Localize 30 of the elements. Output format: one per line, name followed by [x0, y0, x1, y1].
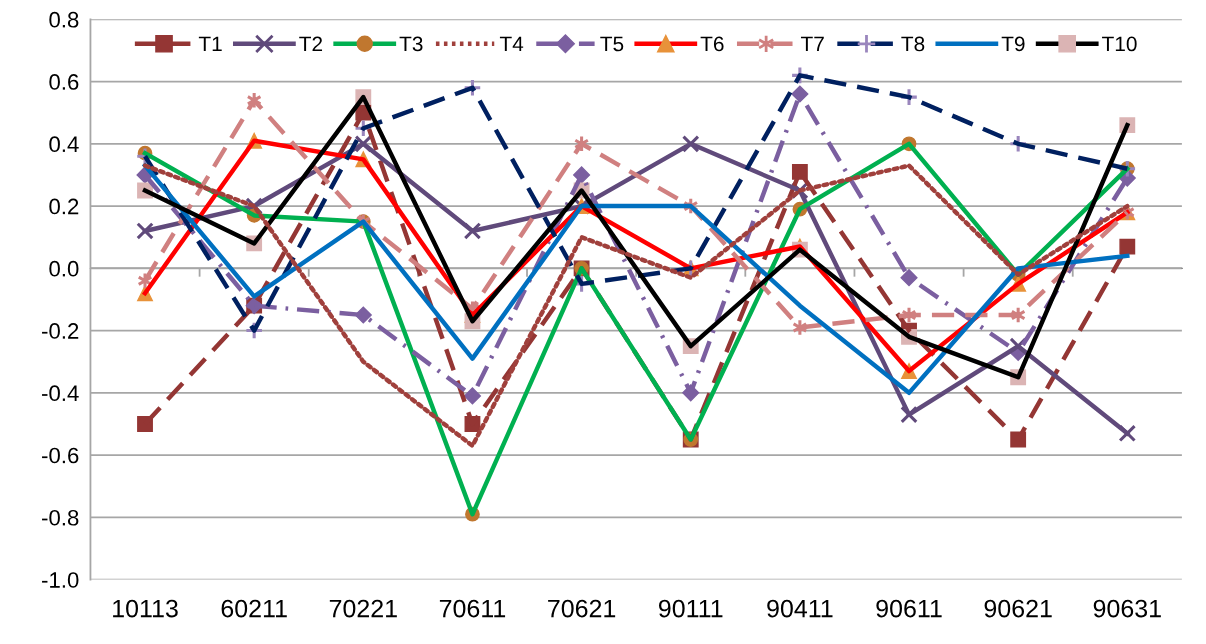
x-tick-label: 90111	[659, 599, 723, 618]
legend-label: T9	[1001, 36, 1025, 52]
legend-label: T3	[399, 36, 423, 52]
y-tick-label: 0.4	[49, 136, 79, 153]
x-tick-label: 60211	[221, 599, 287, 618]
y-tick-label: -0.6	[42, 447, 79, 464]
x-tick-label: 70221	[329, 599, 397, 618]
legend-label: T10	[1102, 36, 1137, 52]
y-tick-label: -0.8	[42, 509, 79, 526]
y-tick-label: 0.6	[49, 74, 79, 90]
x-tick-label: 90631	[1093, 599, 1161, 618]
y-tick-label: -1.0	[42, 572, 79, 588]
legend-label: T2	[299, 36, 323, 52]
legend-label: T8	[901, 36, 925, 52]
y-tick-label: 0.2	[49, 198, 79, 215]
y-tick-label: 0.0	[49, 260, 79, 277]
y-tick-label: 0.8	[49, 11, 79, 28]
x-tick-label: 90611	[876, 599, 942, 618]
legend-label: T6	[700, 36, 724, 52]
legend-label: T4	[499, 36, 524, 52]
legend-label: T5	[600, 36, 624, 52]
x-tick-label: 90621	[984, 599, 1052, 618]
y-tick-label: -0.2	[42, 323, 79, 339]
x-tick-label: 10113	[113, 599, 178, 618]
x-tick-label: 70611	[439, 599, 506, 618]
legend-label: T7	[800, 36, 824, 52]
x-tick-label: 90411	[767, 599, 833, 618]
x-tick-label: 70621	[548, 599, 616, 618]
y-tick-label: -0.4	[42, 385, 79, 402]
legend-label: T1	[198, 36, 222, 52]
